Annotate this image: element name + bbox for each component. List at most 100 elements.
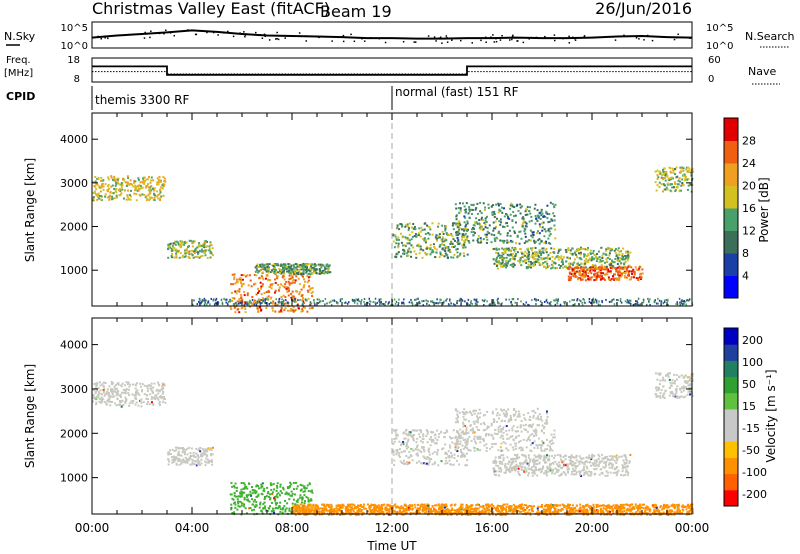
velocity-point bbox=[110, 380, 113, 383]
power-point bbox=[246, 292, 249, 295]
nsky-point bbox=[535, 36, 538, 39]
velocity-point bbox=[102, 398, 105, 401]
velocity-point bbox=[336, 508, 339, 511]
power-point bbox=[468, 208, 471, 211]
power-point bbox=[514, 255, 517, 258]
power-point bbox=[464, 211, 467, 214]
velocity-point bbox=[100, 393, 103, 396]
power-point bbox=[405, 224, 408, 227]
power-point bbox=[494, 227, 497, 230]
nsky-point bbox=[553, 34, 556, 36]
power-point bbox=[120, 186, 123, 189]
power-point bbox=[428, 304, 430, 307]
power-point bbox=[248, 274, 251, 277]
power-point bbox=[663, 167, 666, 170]
power-point bbox=[503, 225, 506, 228]
power-point bbox=[550, 301, 552, 304]
velocity-point bbox=[246, 487, 249, 490]
power-point bbox=[666, 183, 669, 186]
power-point bbox=[268, 267, 271, 270]
power-point bbox=[233, 306, 236, 309]
power-point bbox=[506, 262, 509, 265]
power-point bbox=[639, 303, 642, 306]
velocity-point bbox=[463, 512, 466, 515]
power-point bbox=[285, 267, 288, 270]
power-point bbox=[578, 299, 581, 302]
power-point bbox=[418, 300, 421, 303]
power-point bbox=[497, 202, 500, 205]
power-point bbox=[519, 230, 522, 233]
velocity-point bbox=[193, 460, 196, 463]
velocity-point bbox=[249, 506, 252, 509]
power-point bbox=[549, 251, 552, 254]
velocity-point bbox=[122, 388, 125, 391]
power-point bbox=[107, 183, 110, 186]
power-point bbox=[526, 240, 529, 243]
power-point bbox=[200, 302, 202, 305]
velocity-point bbox=[253, 498, 256, 501]
power-point bbox=[200, 248, 203, 251]
velocity-point bbox=[647, 506, 650, 509]
power-point bbox=[522, 252, 525, 255]
velocity-point bbox=[181, 451, 184, 454]
power-point bbox=[297, 271, 300, 274]
velocity-point bbox=[691, 512, 694, 515]
power-point bbox=[575, 276, 578, 279]
power-point bbox=[493, 247, 496, 250]
velocity-point bbox=[645, 511, 648, 514]
power-point bbox=[221, 301, 224, 304]
power-point bbox=[100, 195, 103, 198]
power-point bbox=[562, 262, 565, 265]
power-point bbox=[499, 223, 502, 226]
power-point bbox=[109, 194, 112, 197]
nsky-point bbox=[522, 41, 525, 44]
velocity-point bbox=[689, 503, 692, 506]
power-point bbox=[372, 301, 375, 304]
power-point bbox=[525, 240, 528, 243]
velocity-point bbox=[607, 512, 610, 515]
power-point bbox=[422, 304, 425, 307]
power-point bbox=[595, 278, 598, 281]
power-point bbox=[220, 298, 223, 301]
power-point bbox=[499, 218, 502, 221]
velocity-point bbox=[159, 395, 162, 398]
power-point bbox=[538, 262, 541, 265]
power-point bbox=[663, 299, 666, 302]
power-point bbox=[101, 184, 104, 187]
velocity-point bbox=[143, 393, 146, 396]
power-point bbox=[149, 192, 152, 195]
power-point bbox=[207, 300, 210, 303]
power-point bbox=[460, 298, 463, 301]
power-point bbox=[496, 263, 499, 266]
power-point bbox=[512, 256, 515, 259]
velocity-point bbox=[627, 504, 630, 507]
velocity-point bbox=[379, 511, 382, 514]
power-point bbox=[618, 253, 621, 256]
power-point bbox=[146, 197, 149, 200]
power-point bbox=[441, 236, 444, 239]
velocity-point bbox=[206, 458, 209, 461]
power-point bbox=[106, 196, 109, 199]
nsky-point bbox=[441, 42, 443, 44]
velocity-point bbox=[235, 486, 238, 489]
power-point bbox=[547, 265, 550, 268]
power-point bbox=[145, 198, 148, 201]
power-point bbox=[550, 218, 553, 221]
power-point bbox=[642, 299, 645, 302]
velocity-point bbox=[571, 504, 574, 507]
velocity-point bbox=[678, 510, 681, 513]
power-point bbox=[111, 197, 114, 200]
power-point bbox=[196, 246, 199, 249]
velocity-point bbox=[476, 503, 479, 506]
velocity-point bbox=[323, 507, 326, 510]
power-point bbox=[208, 249, 211, 252]
velocity-point bbox=[435, 509, 438, 512]
power-point bbox=[198, 302, 201, 305]
velocity-point bbox=[366, 503, 369, 506]
nsky-tick-bottom: 10^0 bbox=[61, 41, 88, 52]
power-point bbox=[616, 278, 619, 281]
power-point bbox=[363, 301, 365, 304]
nsky-point bbox=[573, 37, 576, 40]
nsky-point bbox=[342, 34, 345, 37]
velocity-point bbox=[275, 506, 278, 509]
